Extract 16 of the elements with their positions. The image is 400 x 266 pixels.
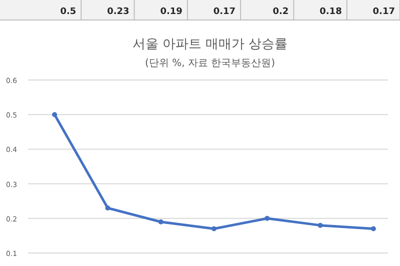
point: [158, 219, 164, 224]
chart-subtitle: (단위 %, 자료 한국부동산원): [144, 58, 276, 69]
data-label: 0.2: [272, 7, 289, 17]
point: [318, 222, 323, 228]
data-label: 0.23: [107, 7, 130, 17]
point: [212, 226, 216, 232]
data-label: 0.17: [372, 7, 395, 17]
data-label: 0.19: [160, 7, 182, 17]
data-label: 0.5: [60, 7, 76, 17]
data-label: 0.18: [320, 7, 342, 17]
point: [370, 226, 376, 232]
chart-title: 서울 아파트 매매가 상승률: [132, 37, 288, 52]
point: [264, 216, 270, 221]
point: [52, 112, 58, 118]
data-label: 0.17: [213, 7, 236, 17]
point: [105, 206, 110, 211]
